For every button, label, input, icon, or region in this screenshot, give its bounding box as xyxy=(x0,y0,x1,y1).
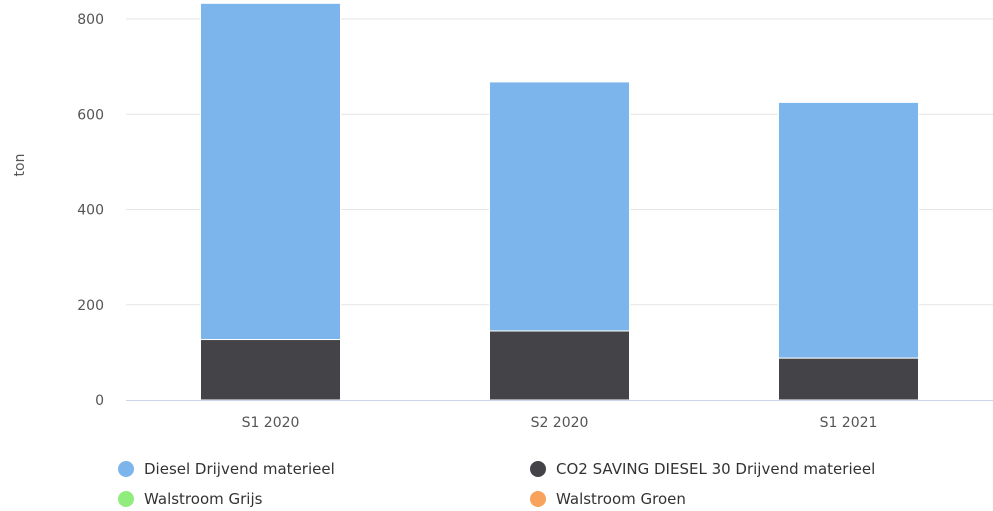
y-tick-label: 0 xyxy=(95,393,104,409)
legend-swatch xyxy=(118,491,134,507)
y-tick-label: 400 xyxy=(77,203,104,219)
legend-swatch xyxy=(530,461,546,477)
legend-item[interactable]: Walstroom Grijs xyxy=(118,489,262,509)
y-tick-label: 800 xyxy=(77,12,104,28)
bar-segment[interactable] xyxy=(489,81,630,332)
legend-label: Diesel Drijvend materieel xyxy=(144,460,335,478)
axes: 0 200 400 600 800 S1 2020 S2 2020 S1 2021 xyxy=(77,12,993,431)
legend-item[interactable]: Diesel Drijvend materieel xyxy=(118,459,335,479)
bar-segment[interactable] xyxy=(200,2,341,341)
legend-label: Walstroom Groen xyxy=(556,490,686,508)
x-tick-label: S2 2020 xyxy=(531,415,589,431)
legend-item[interactable]: Walstroom Groen xyxy=(530,489,686,509)
bar-segment[interactable] xyxy=(778,101,919,359)
bar-segment[interactable] xyxy=(200,339,341,401)
x-tick-label: S1 2020 xyxy=(242,415,300,431)
legend-label: CO2 SAVING DIESEL 30 Drijvend materieel xyxy=(556,460,876,478)
y-tick-label: 600 xyxy=(77,107,104,123)
x-tick-label: S1 2021 xyxy=(820,415,878,431)
legend-swatch xyxy=(118,461,134,477)
y-axis-title: ton xyxy=(12,154,28,177)
y-tick-label: 200 xyxy=(77,298,104,314)
legend-item[interactable]: CO2 SAVING DIESEL 30 Drijvend materieel xyxy=(530,459,875,479)
bar-segment[interactable] xyxy=(489,330,630,401)
bar-segment[interactable] xyxy=(778,357,919,401)
legend-label: Walstroom Grijs xyxy=(144,490,263,508)
legend-swatch xyxy=(530,491,546,507)
bars xyxy=(200,2,919,401)
